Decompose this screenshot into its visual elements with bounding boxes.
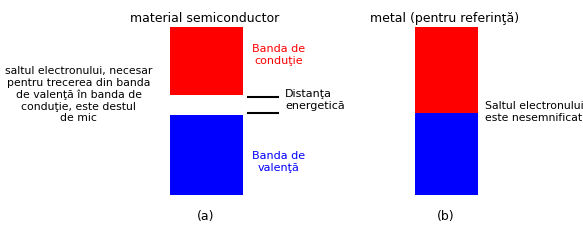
Bar (170, 28, 243, 96)
Text: (b): (b) (437, 209, 455, 222)
Text: Banda de
conduţie: Banda de conduţie (252, 44, 305, 66)
Text: metal (pentru referinţă): metal (pentru referinţă) (370, 12, 519, 25)
Text: Banda de
valenţă: Banda de valenţă (252, 151, 305, 172)
Text: Distanţa
energetică: Distanţa energetică (285, 89, 345, 110)
Bar (170, 116, 243, 195)
Text: material semiconductor: material semiconductor (131, 12, 280, 25)
Text: saltul electronului, necesar
pentru trecerea din banda
de valenţă în banda de
co: saltul electronului, necesar pentru trec… (5, 66, 152, 123)
Text: (a): (a) (197, 209, 215, 222)
Bar (415, 113, 478, 195)
Text: Saltul electronului
este nesemnificativ: Saltul electronului este nesemnificativ (485, 101, 583, 122)
Bar (415, 28, 478, 113)
